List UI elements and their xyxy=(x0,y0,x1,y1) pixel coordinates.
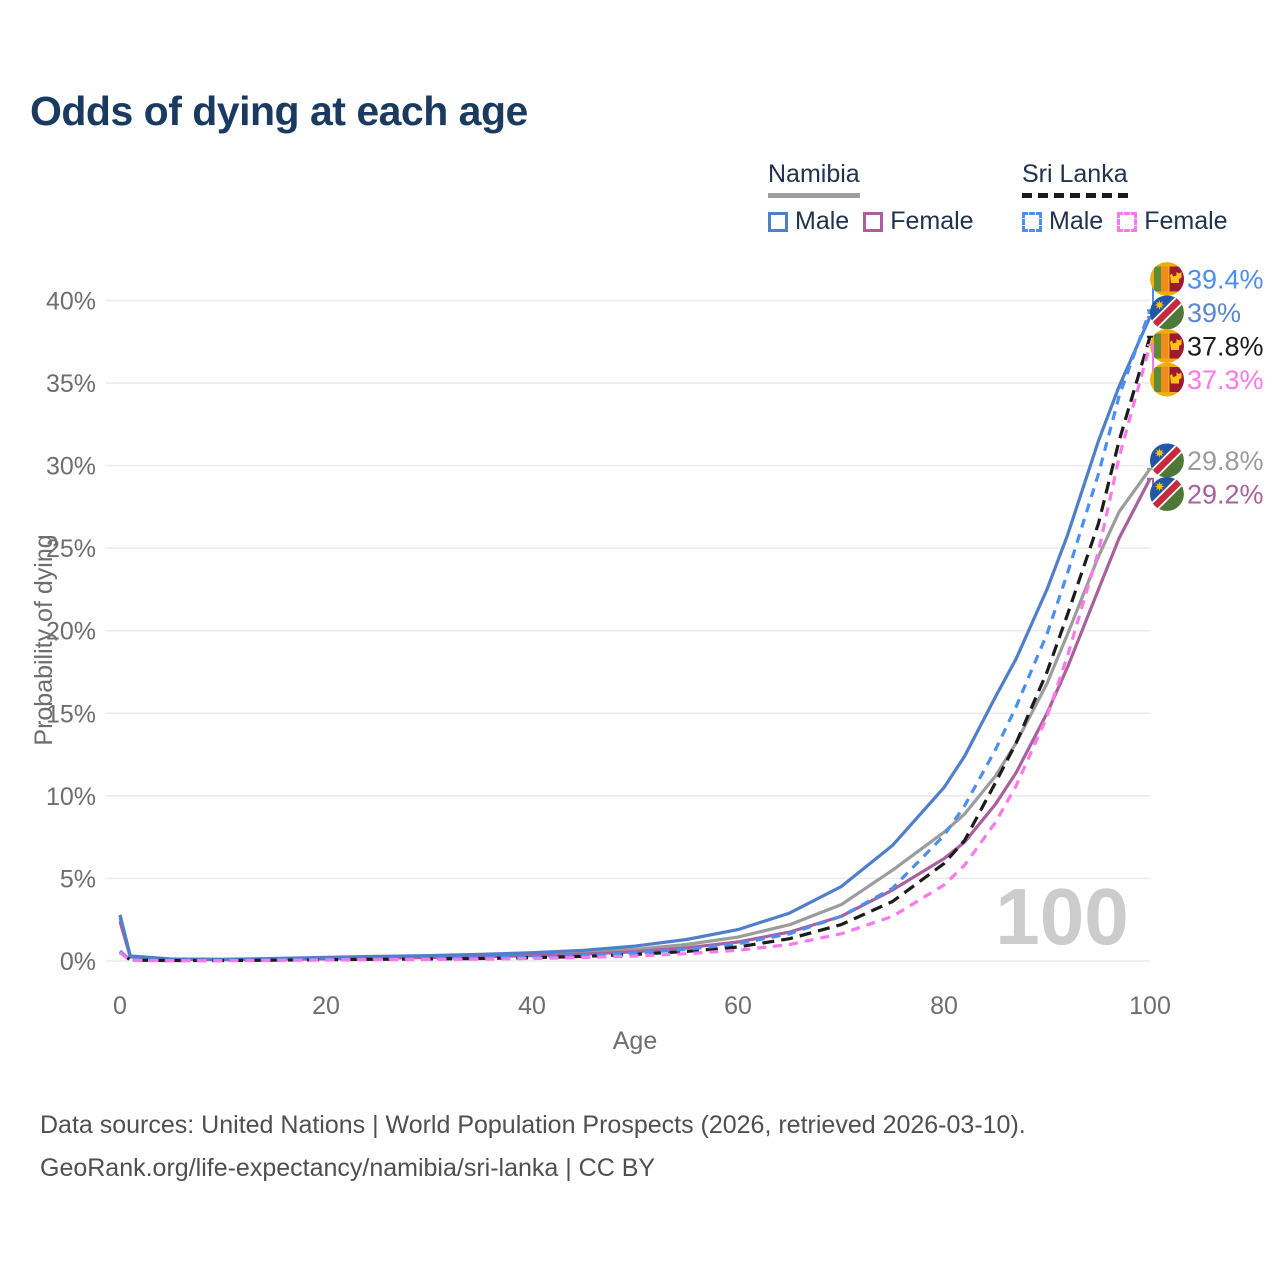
legend-label: Male xyxy=(1049,207,1104,235)
flag-stripe-green xyxy=(1154,266,1161,292)
x-tick-label: 60 xyxy=(724,992,752,1020)
x-tick-label: 80 xyxy=(930,992,958,1020)
y-tick-label: 20% xyxy=(46,618,96,646)
flag-namibia-icon xyxy=(1150,443,1184,478)
legend-label: Female xyxy=(890,207,974,235)
flag-namibia-icon xyxy=(1150,477,1184,511)
flag-lion-glyph xyxy=(1170,272,1182,283)
y-tick-label: 30% xyxy=(46,453,96,481)
flag-namibia-icon xyxy=(1150,295,1184,330)
legend-label: Male xyxy=(795,207,850,235)
footer: Data sources: United Nations | World Pop… xyxy=(40,1104,1026,1190)
flag-sun-glyph xyxy=(1154,448,1165,458)
end-label: 37.3% xyxy=(1147,344,1264,397)
flag-lion-glyph xyxy=(1170,339,1182,350)
flag-stripe-orange xyxy=(1161,333,1168,359)
legend-item-namibia-male[interactable]: Male xyxy=(768,207,849,236)
source-url-text: GeoRank.org/life-expectancy/namibia/sri-… xyxy=(40,1154,656,1182)
y-tick-label: 25% xyxy=(46,535,96,563)
x-tick-label: 0 xyxy=(113,992,127,1020)
end-label: 39.4% xyxy=(1147,262,1264,312)
flag-sri-lanka-icon xyxy=(1150,329,1184,363)
end-label: 39% xyxy=(1147,295,1241,330)
namibia-male-swatch-icon xyxy=(768,211,788,232)
y-tick-label: 10% xyxy=(46,783,96,811)
legend-country-namibia[interactable]: Namibia xyxy=(768,160,860,198)
end-label-value: 39% xyxy=(1187,298,1241,328)
x-tick-label: 40 xyxy=(518,992,546,1020)
end-label-value: 29.2% xyxy=(1187,480,1264,510)
flag-stripe-green xyxy=(1154,333,1161,359)
y-tick-label: 35% xyxy=(46,370,96,398)
page-title: Odds of dying at each age xyxy=(30,88,528,134)
y-tick-label: 5% xyxy=(60,865,96,893)
flag-stripe-green xyxy=(1154,367,1161,392)
srilanka-male-swatch-icon xyxy=(1022,211,1042,232)
flag-lion-glyph xyxy=(1170,372,1182,384)
x-tick-label: 100 xyxy=(1129,992,1171,1020)
flag-sun-glyph xyxy=(1154,481,1165,492)
srilanka-female-swatch-icon xyxy=(1117,211,1138,232)
end-label-value: 37.3% xyxy=(1187,365,1264,395)
y-axis-title: Probability of dying xyxy=(30,534,58,745)
end-label-value: 39.4% xyxy=(1187,265,1264,295)
flag-stripe-orange xyxy=(1161,266,1168,292)
end-label-value: 37.8% xyxy=(1187,332,1264,362)
flag-stripe-orange xyxy=(1161,367,1168,392)
flag-red-band xyxy=(1150,295,1184,330)
series-line-srilanka-male xyxy=(118,309,1152,963)
legend-group-srilanka: Sri Lanka Male Female xyxy=(1022,160,1228,236)
end-label: 29.2% xyxy=(1147,477,1264,511)
legend-country-srilanka[interactable]: Sri Lanka xyxy=(1022,160,1128,198)
series-line-srilanka-total xyxy=(118,336,1152,963)
legend-item-srilanka-male[interactable]: Male xyxy=(1022,207,1103,236)
y-tick-label: 15% xyxy=(46,700,96,728)
namibia-female-swatch-icon xyxy=(863,211,884,232)
legend-item-namibia-female[interactable]: Female xyxy=(863,207,974,236)
end-label: 29.8% xyxy=(1147,443,1264,478)
flag-sri-lanka-icon xyxy=(1150,262,1184,296)
series-line-srilanka-female xyxy=(119,344,1152,963)
flag-sun-glyph xyxy=(1154,300,1165,310)
y-tick-label: 0% xyxy=(60,948,96,976)
legend-item-srilanka-female[interactable]: Female xyxy=(1117,207,1228,236)
end-label: 37.8% xyxy=(1147,329,1264,363)
flag-red-band xyxy=(1150,443,1184,478)
data-sources-text: Data sources: United Nations | World Pop… xyxy=(40,1111,1026,1139)
age-counter-watermark: 100 xyxy=(995,872,1128,961)
x-axis-title: Age xyxy=(613,1027,657,1055)
flag-red-band xyxy=(1150,477,1184,511)
x-tick-label: 20 xyxy=(312,992,340,1020)
y-tick-label: 40% xyxy=(46,287,96,315)
flag-sri-lanka-icon xyxy=(1150,362,1184,397)
legend-group-namibia: Namibia Male Female xyxy=(768,160,974,236)
end-label-value: 29.8% xyxy=(1187,446,1264,476)
series-line-namibia-male xyxy=(118,316,1152,961)
legend-label: Female xyxy=(1144,207,1228,235)
